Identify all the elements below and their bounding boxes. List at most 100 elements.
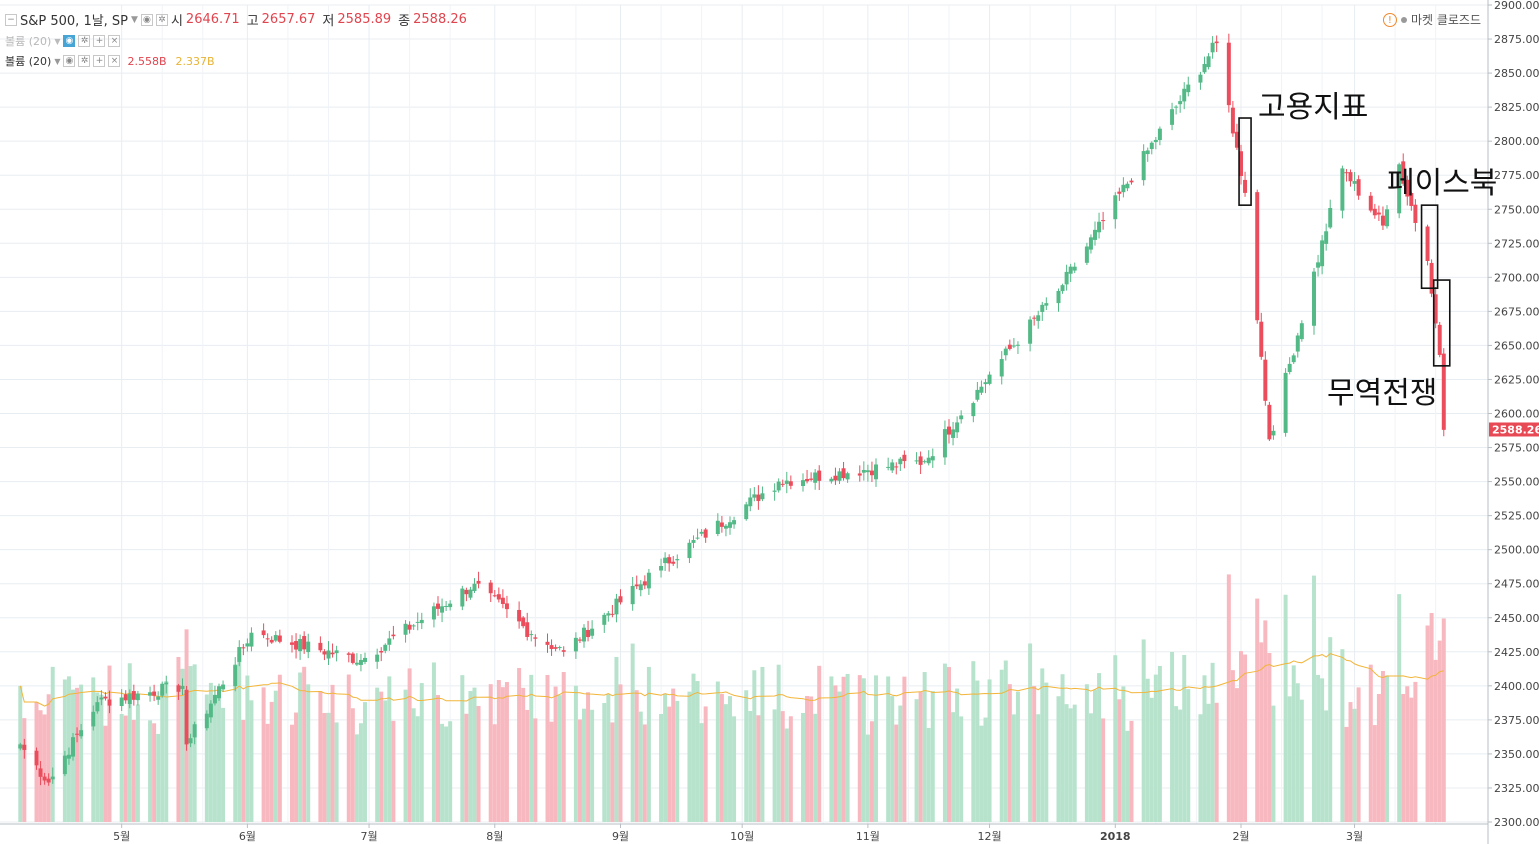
gear-icon[interactable]: ✲ bbox=[78, 55, 91, 67]
candle-body bbox=[46, 778, 51, 783]
chevron-down-icon[interactable]: ▼ bbox=[131, 14, 138, 25]
candle-body bbox=[1352, 181, 1357, 184]
candle-body bbox=[861, 469, 866, 473]
eye-icon[interactable]: ◉ bbox=[63, 35, 76, 47]
volume-bar bbox=[529, 674, 534, 822]
volume-bar bbox=[249, 700, 254, 822]
volume-bar bbox=[1299, 699, 1304, 822]
time-axis[interactable]: 5월 6월 7월 8월 9월 10월 11월 12월 2018 2월 3월 bbox=[0, 823, 1488, 843]
volume-bar bbox=[212, 696, 217, 822]
volume-bar bbox=[107, 665, 112, 822]
candle-body bbox=[1295, 335, 1300, 352]
volume-bar bbox=[1036, 714, 1041, 822]
candle-body bbox=[249, 632, 254, 647]
last-price-label: 2588.26 bbox=[1492, 423, 1539, 436]
candle-body bbox=[1097, 221, 1102, 233]
volume-bar bbox=[687, 691, 692, 822]
candle-body bbox=[363, 657, 367, 662]
open-value: 2646.71 bbox=[185, 12, 240, 27]
volume-bar bbox=[326, 712, 331, 822]
warning-icon[interactable]: ! bbox=[1382, 12, 1397, 27]
market-status[interactable]: ! 마켓 클로즈드 bbox=[1382, 11, 1481, 28]
candle-body bbox=[354, 662, 359, 665]
gear-icon[interactable]: ✲ bbox=[155, 13, 168, 26]
close-icon[interactable]: × bbox=[108, 55, 121, 67]
candle-body bbox=[979, 386, 984, 393]
candle-body bbox=[1226, 42, 1231, 106]
volume-bar bbox=[1312, 575, 1316, 822]
volume-bar bbox=[1328, 637, 1333, 822]
volume-bar bbox=[1003, 660, 1008, 822]
annotation-jobs-report: 고용지표 bbox=[1258, 90, 1369, 125]
candle-body bbox=[492, 595, 497, 597]
volume-bar bbox=[448, 721, 453, 822]
volume-bar bbox=[302, 666, 307, 822]
volume-bar bbox=[1056, 696, 1061, 822]
volume-bar bbox=[387, 676, 392, 822]
candle-body bbox=[914, 460, 919, 462]
volume-bar bbox=[829, 676, 834, 822]
x-tick-label: 7월 bbox=[360, 830, 377, 843]
candle-body bbox=[107, 699, 112, 706]
high-label: 고 bbox=[246, 14, 259, 29]
candle-body bbox=[496, 594, 501, 600]
close-icon[interactable]: × bbox=[108, 35, 121, 47]
volume-bar bbox=[1234, 688, 1239, 822]
candle-body bbox=[788, 481, 793, 486]
volume-bar bbox=[1084, 684, 1089, 822]
candle-body bbox=[1328, 208, 1333, 228]
volume-bar bbox=[217, 698, 221, 822]
candle-body bbox=[687, 542, 692, 559]
volume-bar bbox=[1015, 691, 1020, 822]
candle-body bbox=[959, 415, 964, 420]
candle-body bbox=[326, 650, 331, 659]
eye-icon[interactable]: ◉ bbox=[63, 55, 76, 67]
gear-icon[interactable]: ✲ bbox=[78, 35, 91, 47]
y-tick-label: 2325.00 bbox=[1494, 782, 1539, 795]
candle-body bbox=[468, 589, 473, 598]
candle-body bbox=[983, 382, 988, 385]
volume-bar bbox=[955, 688, 960, 822]
candle-body bbox=[346, 653, 351, 655]
volume-bar bbox=[1263, 620, 1268, 822]
candle-body bbox=[784, 480, 789, 484]
candle-body bbox=[1425, 226, 1430, 261]
volume-bar bbox=[971, 661, 976, 822]
collapse-icon[interactable]: − bbox=[5, 13, 17, 26]
candle-body bbox=[890, 462, 895, 471]
volume-bar bbox=[180, 668, 185, 822]
low-label: 저 bbox=[322, 14, 335, 29]
volume-bar bbox=[987, 679, 992, 822]
candle-body bbox=[440, 606, 445, 613]
y-tick-label: 2475.00 bbox=[1494, 578, 1539, 591]
candle-body bbox=[204, 713, 209, 729]
candle-body bbox=[1214, 41, 1219, 44]
candle-body bbox=[407, 624, 412, 630]
volume-bar bbox=[492, 724, 497, 822]
candle-body bbox=[606, 613, 611, 616]
volume-bar bbox=[383, 700, 388, 822]
candle-body bbox=[780, 483, 785, 485]
candle-body bbox=[1441, 353, 1446, 430]
symbol-label[interactable]: S&P 500, 1날, SP bbox=[20, 14, 129, 29]
candle-body bbox=[448, 603, 453, 608]
price-axis[interactable]: 2300.00 2325.00 2350.00 2375.00 2400.00 2425.… bbox=[1487, 0, 1539, 844]
plus-icon[interactable]: + bbox=[93, 55, 106, 67]
chevron-down-icon[interactable]: ▼ bbox=[54, 56, 61, 66]
volume-bar bbox=[431, 662, 436, 822]
annotation-box-facebook bbox=[1420, 204, 1439, 290]
candle-body bbox=[245, 643, 250, 647]
candle-body bbox=[590, 628, 595, 636]
volume-bar bbox=[403, 689, 408, 822]
chevron-down-icon[interactable]: ▼ bbox=[54, 36, 61, 46]
eye-icon[interactable]: ◉ bbox=[140, 13, 153, 26]
candle-body bbox=[160, 683, 165, 696]
volume-bar bbox=[1072, 704, 1077, 822]
plus-icon[interactable]: + bbox=[93, 35, 106, 47]
volume-bar bbox=[1186, 689, 1191, 822]
volume-label[interactable]: 볼륨 (20) bbox=[5, 55, 52, 68]
candle-body bbox=[1101, 220, 1106, 222]
candle-body bbox=[460, 588, 465, 607]
volume-label-faded[interactable]: 볼륨 (20) bbox=[5, 35, 52, 48]
